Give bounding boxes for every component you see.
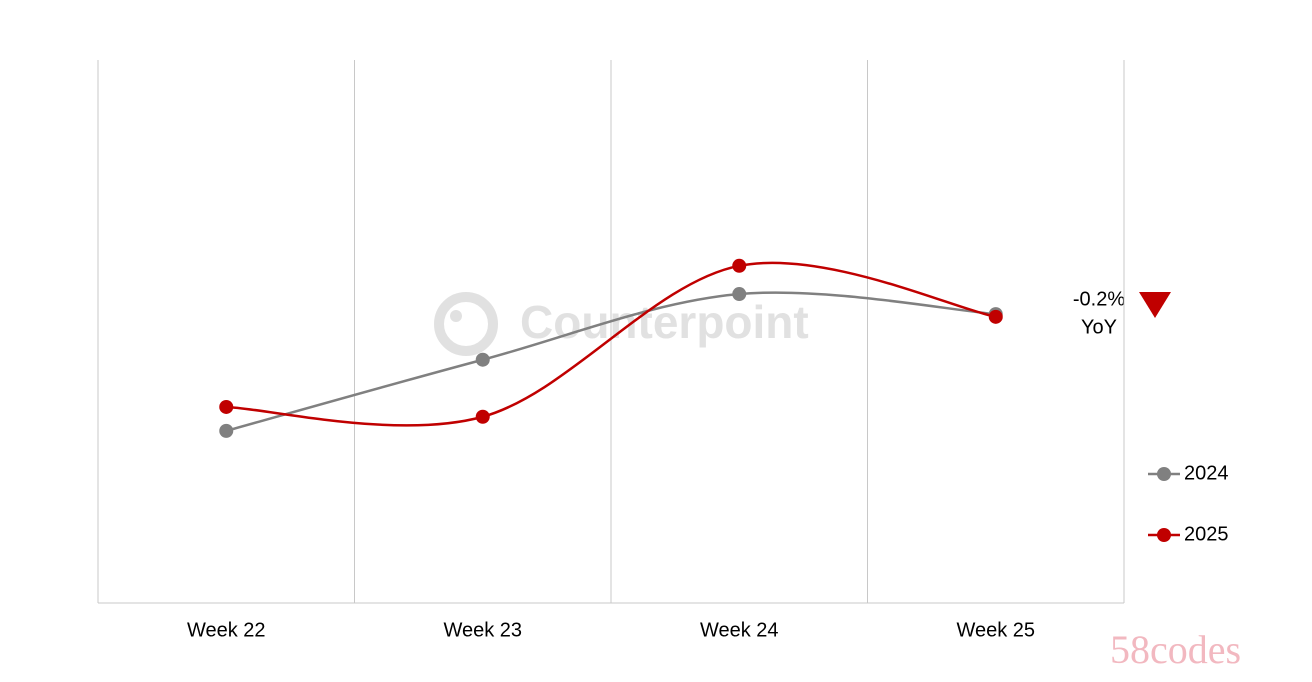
source-watermark: 58codes bbox=[1110, 627, 1241, 672]
watermark-logo-dot bbox=[450, 310, 462, 322]
annotation-box bbox=[1060, 284, 1132, 342]
annotation-arrow bbox=[1139, 292, 1171, 318]
data-point bbox=[219, 399, 234, 414]
series-line bbox=[225, 291, 996, 433]
watermark-text: Counterpoint bbox=[520, 296, 809, 348]
x-tick-label: Week 24 bbox=[700, 619, 779, 641]
legend-label: 2025 bbox=[1184, 523, 1229, 545]
legend-label: 2024 bbox=[1184, 462, 1229, 484]
legend-marker bbox=[1157, 467, 1171, 481]
data-point bbox=[732, 287, 747, 302]
data-point bbox=[219, 423, 234, 438]
series-line bbox=[226, 261, 996, 427]
x-tick-label: Week 23 bbox=[443, 619, 522, 641]
data-point bbox=[732, 258, 747, 273]
legend-marker bbox=[1157, 528, 1171, 542]
x-tick-label: Week 25 bbox=[956, 619, 1035, 641]
watermark-logo bbox=[434, 292, 498, 356]
x-tick-label: Week 22 bbox=[187, 619, 266, 641]
data-point bbox=[988, 309, 1003, 324]
watermark: Counterpoint bbox=[434, 292, 809, 356]
annotation-subtext: YoY bbox=[1081, 316, 1117, 338]
data-point bbox=[475, 352, 490, 367]
data-point bbox=[475, 409, 490, 424]
annotation-text: -0.2% bbox=[1073, 288, 1125, 310]
